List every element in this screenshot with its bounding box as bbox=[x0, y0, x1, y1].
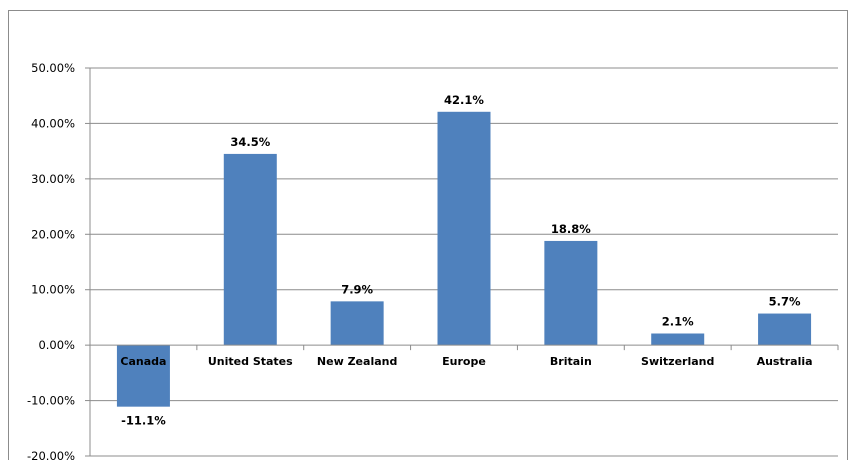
bar-britain bbox=[544, 240, 598, 346]
bars bbox=[116, 111, 812, 407]
category-label: Britain bbox=[550, 355, 592, 368]
category-label: New Zealand bbox=[317, 355, 397, 368]
category-label: United States bbox=[208, 355, 293, 368]
y-tick-label: 30.00% bbox=[31, 172, 75, 186]
category-label: Europe bbox=[442, 355, 486, 368]
bar-united-states bbox=[223, 153, 277, 346]
y-tick-label: 0.00% bbox=[38, 338, 75, 352]
y-tick-label: -20.00% bbox=[27, 449, 75, 462]
data-label: 18.8% bbox=[551, 222, 591, 236]
y-tick-label: -10.00% bbox=[27, 394, 75, 408]
data-label: 34.5% bbox=[230, 135, 270, 149]
bar-australia bbox=[758, 313, 812, 346]
bar-new-zealand bbox=[330, 301, 384, 346]
bar-europe bbox=[437, 111, 491, 346]
data-label: 2.1% bbox=[662, 315, 694, 329]
category-labels: Canada United States New Zealand Europe Brit… bbox=[120, 355, 812, 368]
axes bbox=[89, 68, 839, 456]
category-label: Australia bbox=[757, 355, 813, 368]
y-tick-label: 40.00% bbox=[31, 116, 75, 130]
category-label: Switzerland bbox=[641, 355, 714, 368]
chart-frame bbox=[8, 10, 848, 460]
category-label: Canada bbox=[120, 355, 166, 368]
y-tick-label: 50.00% bbox=[31, 61, 75, 75]
y-tick-label: 10.00% bbox=[31, 283, 75, 297]
data-labels: -11.1% 34.5% 7.9% 42.1% 18.8% 2.1% 5.7% bbox=[121, 93, 801, 428]
bar-canada bbox=[116, 345, 170, 407]
data-label: 7.9% bbox=[341, 282, 373, 296]
data-label: 42.1% bbox=[444, 93, 484, 107]
data-label: 5.7% bbox=[769, 295, 801, 309]
y-axis-tick-labels: 50.00% 40.00% 30.00% 20.00% 10.00% 0.00% -10.0… bbox=[27, 61, 75, 462]
y-tick-label: 20.00% bbox=[31, 227, 75, 241]
bar-switzerland bbox=[651, 333, 705, 346]
data-label: -11.1% bbox=[121, 414, 166, 428]
